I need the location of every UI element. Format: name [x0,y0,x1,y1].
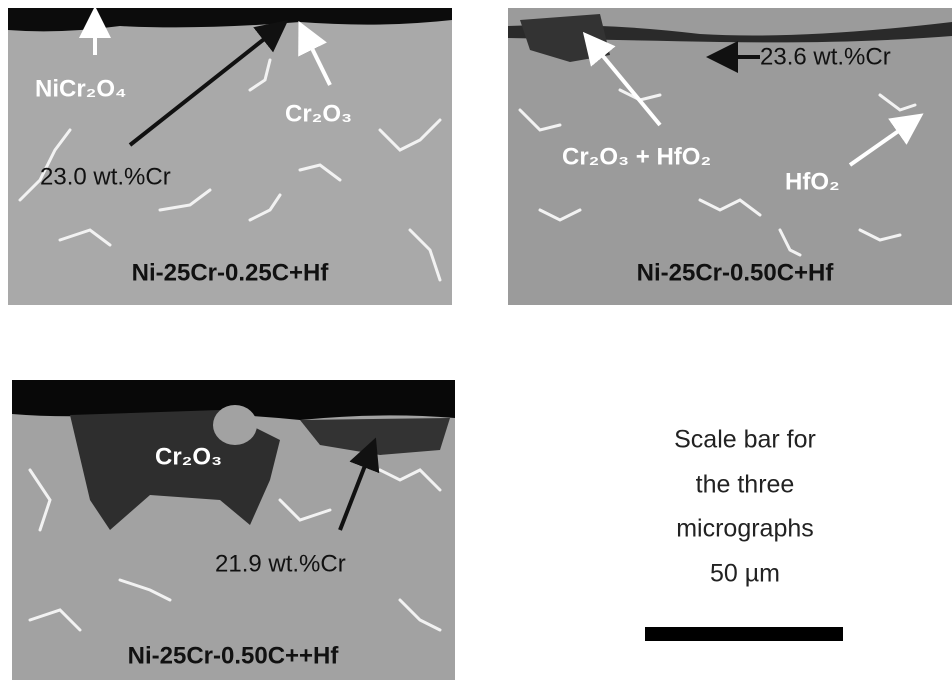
phase-label: HfO₂ [785,168,840,195]
figure: NiCr₂O₄ Cr₂O₃ 23.0 wt.%Cr Ni-25Cr-0.25C+… [0,0,952,684]
scale-note-line: Scale bar for [674,426,816,454]
scale-note: Scale bar for the three micrographs 50 µ… [645,426,843,641]
alloy-label: Ni-25Cr-0.50C+Hf [637,259,835,286]
scale-note-line: micrographs [676,515,814,543]
phase-label: Cr₂O₃ + HfO₂ [562,143,711,170]
alloy-label: Ni-25Cr-0.50C++Hf [128,642,340,669]
phase-label: Cr₂O₃ [155,443,222,470]
scale-note-line: 50 µm [710,560,780,588]
scale-note-line: the three [696,471,795,499]
scale-bar [645,627,843,641]
phase-label: Cr₂O₃ [285,100,352,127]
composition-label: 23.0 wt.%Cr [40,163,171,190]
micrograph-3: Cr₂O₃ 21.9 wt.%Cr Ni-25Cr-0.50C++Hf [12,380,455,680]
matrix-island [213,405,257,445]
composition-label: 23.6 wt.%Cr [760,43,891,70]
micrograph-2: 23.6 wt.%Cr Cr₂O₃ + HfO₂ HfO₂ Ni-25Cr-0.… [508,8,952,305]
micrograph-1: NiCr₂O₄ Cr₂O₃ 23.0 wt.%Cr Ni-25Cr-0.25C+… [8,8,452,305]
alloy-label: Ni-25Cr-0.25C+Hf [132,259,330,286]
phase-label: NiCr₂O₄ [35,75,126,102]
composition-label: 21.9 wt.%Cr [215,550,346,577]
